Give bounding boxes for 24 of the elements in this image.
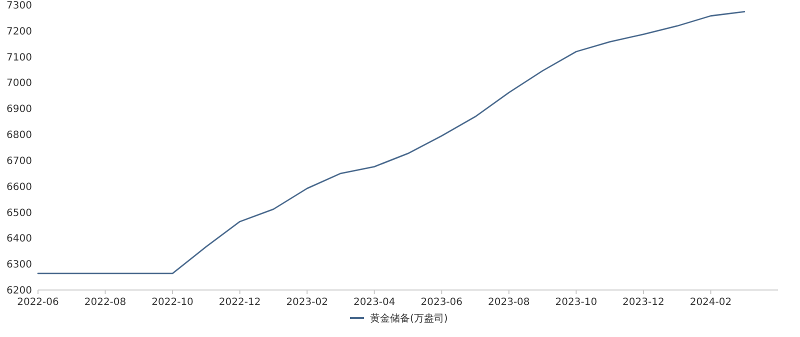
x-tick-label: 2024-02 (690, 297, 732, 308)
x-tick-label: 2023-08 (488, 297, 530, 308)
legend-label: 黄金储备(万盎司) (370, 312, 448, 324)
y-tick-label: 6600 (6, 182, 32, 193)
x-tick-label: 2022-06 (17, 297, 59, 308)
x-tick-label: 2022-10 (152, 297, 194, 308)
y-tick-label: 7100 (6, 52, 32, 64)
y-tick-label: 6500 (6, 208, 32, 219)
y-tick-label: 6300 (6, 260, 32, 271)
x-tick-label: 2023-04 (353, 297, 396, 308)
y-tick-label: 6800 (6, 130, 32, 142)
y-tick-label: 7000 (6, 78, 32, 90)
x-tick-label: 2023-10 (555, 297, 598, 308)
x-tick-label: 2023-12 (622, 297, 664, 308)
y-tick-label: 6700 (6, 156, 32, 167)
y-tick-label: 6400 (6, 234, 32, 245)
y-tick-label: 7200 (6, 26, 32, 38)
x-tick-label: 2023-02 (286, 297, 328, 308)
y-tick-label: 7300 (6, 0, 32, 12)
y-tick-label: 6900 (6, 104, 32, 116)
x-tick-label: 2023-06 (420, 297, 463, 308)
y-tick-label: 6200 (6, 286, 32, 296)
x-tick-label: 2022-12 (218, 297, 261, 308)
x-tick-label: 2022-08 (84, 297, 126, 308)
